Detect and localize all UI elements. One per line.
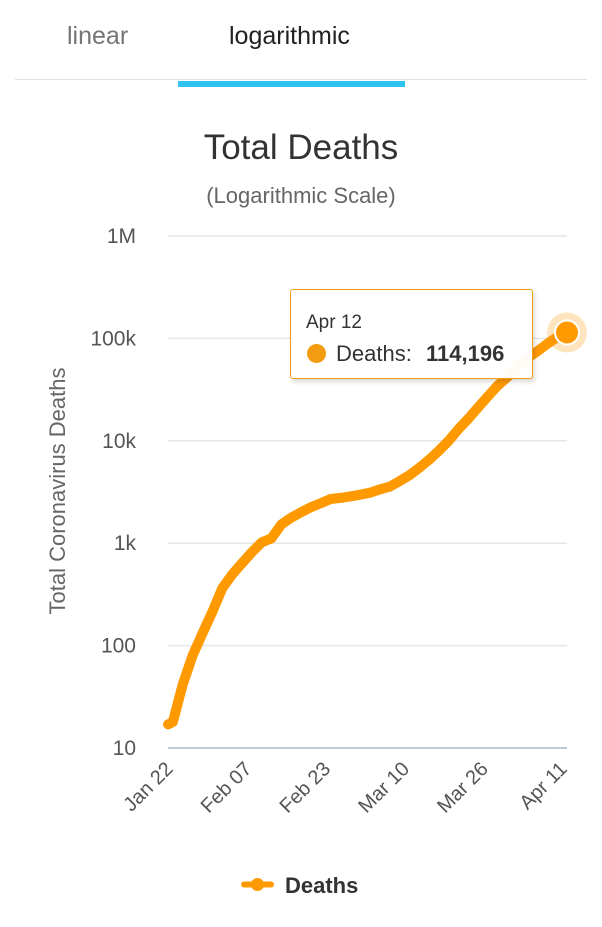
x-tick-label: Feb 07 bbox=[197, 758, 257, 818]
tooltip-series-dot bbox=[307, 344, 326, 363]
x-tick-label: Feb 23 bbox=[276, 758, 336, 818]
tab-linear[interactable]: linear bbox=[67, 22, 129, 50]
active-tab-indicator bbox=[178, 81, 405, 87]
y-axis-ticks: 10 100 1k 10k 100k 1M bbox=[90, 225, 136, 760]
tab-logarithmic[interactable]: logarithmic bbox=[229, 22, 350, 50]
data-tooltip: Apr 12 Deaths: 114,196 bbox=[290, 289, 533, 379]
x-tick-label: Mar 26 bbox=[433, 758, 493, 818]
y-tick-label: 1k bbox=[114, 532, 137, 555]
y-tick-label: 10 bbox=[113, 737, 136, 760]
x-tick-label: Mar 10 bbox=[354, 758, 414, 818]
legend-label: Deaths bbox=[285, 873, 359, 898]
y-tick-label: 1M bbox=[107, 225, 136, 248]
legend-swatch-icon bbox=[241, 878, 274, 891]
x-tick-label: Jan 22 bbox=[120, 758, 178, 816]
y-tick-label: 100 bbox=[101, 635, 136, 658]
series-line-deaths bbox=[163, 327, 572, 730]
y-axis-label: Total Coronavirus Deaths bbox=[45, 367, 70, 614]
x-axis-ticks: Jan 22 Feb 07 Feb 23 Mar 10 Mar 26 Apr 11 bbox=[120, 758, 572, 818]
y-tick-label: 100k bbox=[90, 327, 136, 350]
chart-title: Total Deaths bbox=[203, 128, 399, 167]
y-tick-label: 10k bbox=[102, 430, 136, 453]
tooltip-value: 114,196 bbox=[426, 341, 505, 366]
chart-subtitle: (Logarithmic Scale) bbox=[206, 183, 396, 208]
data-point-marker[interactable] bbox=[554, 319, 580, 346]
scale-tabs: linear logarithmic bbox=[15, 0, 587, 80]
tooltip-series-label: Deaths: bbox=[336, 341, 412, 366]
x-tick-label: Apr 11 bbox=[515, 758, 571, 814]
tooltip-date: Apr 12 bbox=[306, 312, 362, 333]
